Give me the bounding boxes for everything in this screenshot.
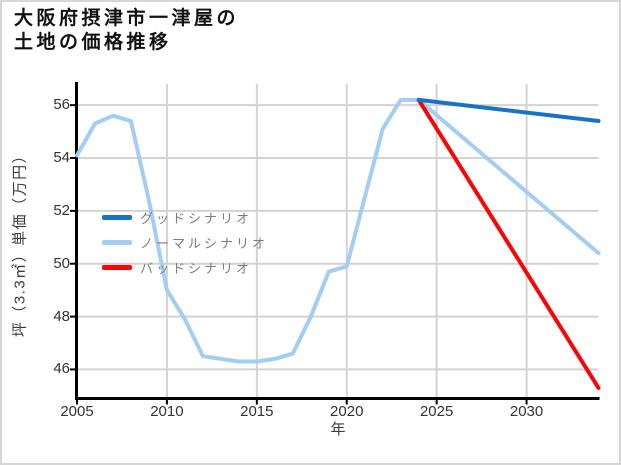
x-tick-label: 2015 <box>240 403 274 420</box>
chart-title: 大阪府摂津市一津屋の 土地の価格推移 <box>14 7 239 55</box>
x-tick-label: 2025 <box>419 403 454 420</box>
y-tick-label: 50 <box>53 254 70 272</box>
normal-scenario-line <box>75 97 601 364</box>
chart-title-line2: 土地の価格推移 <box>14 32 172 53</box>
x-tick-label: 2020 <box>330 403 364 420</box>
y-tick-label: 46 <box>53 360 70 378</box>
normal-swatch-icon <box>102 240 132 245</box>
y-tick-label: 48 <box>53 307 70 325</box>
good-scenario-line <box>416 97 601 123</box>
y-tick-label: 54 <box>53 149 70 166</box>
bad-swatch-icon <box>102 265 132 270</box>
x-tick-label: 2030 <box>509 403 544 420</box>
legend-label: グッドシナリオ <box>140 211 253 226</box>
x-tick-label: 2010 <box>150 403 184 420</box>
x-tick-label: 2005 <box>60 403 94 420</box>
bad-scenario-line <box>416 97 601 390</box>
legend-item-good: グッドシナリオ <box>102 205 268 230</box>
legend-item-bad: バッドシナリオ <box>102 255 268 280</box>
y-tick-label: 56 <box>53 96 70 114</box>
legend-label: バッドシナリオ <box>140 261 253 276</box>
chart-title-line1: 大阪府摂津市一津屋の <box>14 8 240 29</box>
y-tick-label: 52 <box>53 201 70 219</box>
legend-item-normal: ノーマルシナリオ <box>102 230 268 255</box>
x-axis-label: 年 <box>330 421 346 438</box>
good-swatch-icon <box>102 215 132 220</box>
legend: グッドシナリオノーマルシナリオ バッドシナリオ <box>102 205 268 280</box>
legend-label: ノーマルシナリオ <box>140 236 269 251</box>
